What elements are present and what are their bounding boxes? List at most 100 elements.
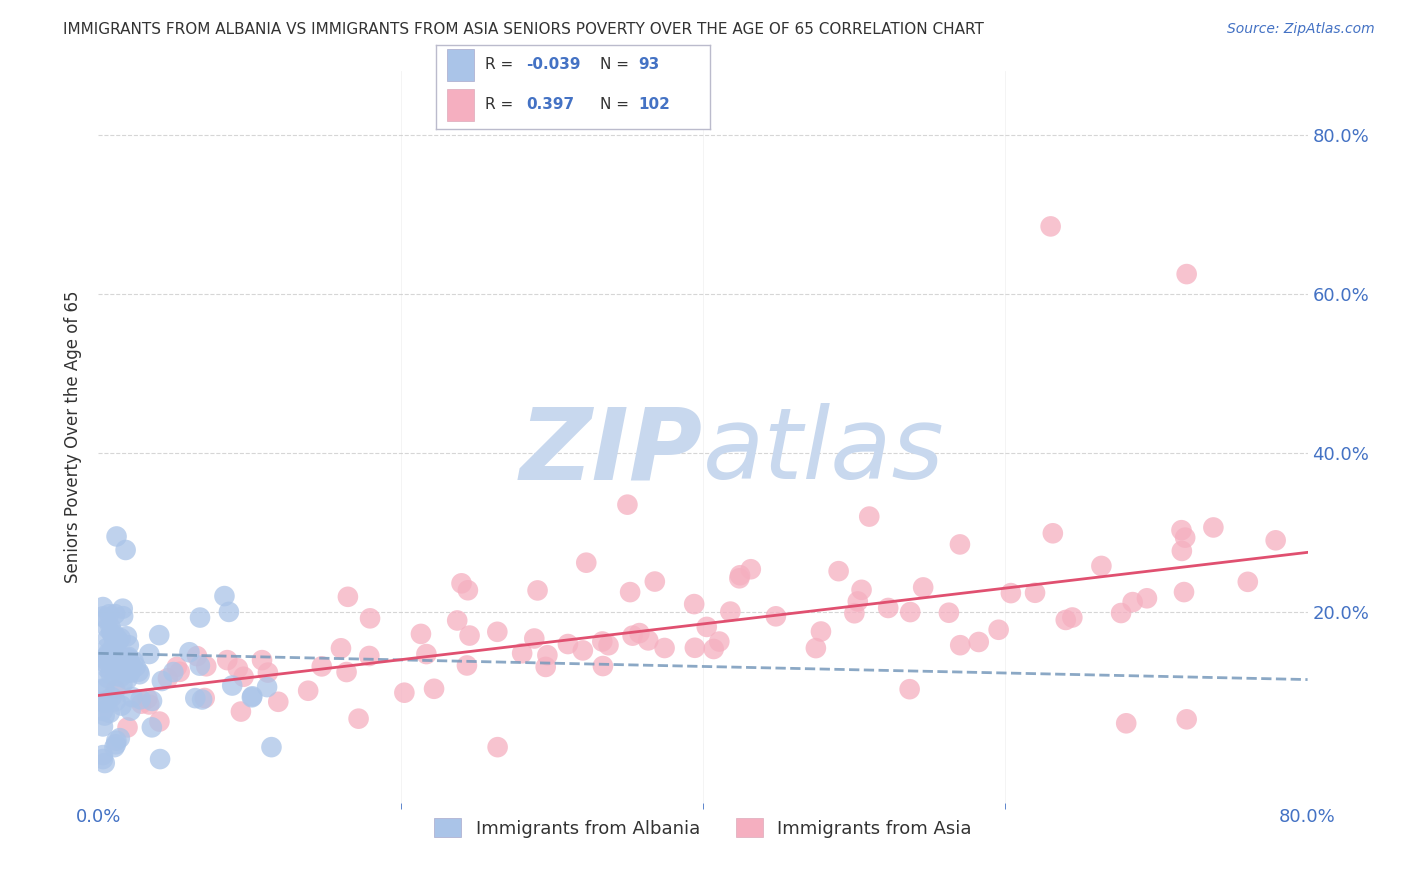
Point <box>260 740 283 755</box>
Text: 0.397: 0.397 <box>526 97 575 112</box>
Point <box>851 582 873 597</box>
Point <box>115 651 138 665</box>
Point <box>1174 531 1197 545</box>
Text: N =: N = <box>600 57 634 72</box>
Point <box>654 640 676 655</box>
Point <box>1024 586 1046 600</box>
Text: atlas: atlas <box>703 403 945 500</box>
Point <box>138 647 160 661</box>
Point <box>91 719 114 733</box>
Point <box>94 612 117 626</box>
Point <box>240 690 263 704</box>
Point <box>104 682 127 697</box>
Point <box>510 646 533 660</box>
Point <box>703 642 725 657</box>
Point <box>136 691 159 706</box>
Point <box>486 624 509 639</box>
Point <box>810 624 832 639</box>
Point <box>1054 613 1077 627</box>
Point <box>898 682 921 697</box>
Point <box>188 658 211 673</box>
Point <box>572 643 595 657</box>
Point <box>115 629 138 643</box>
Point <box>107 660 129 674</box>
Point <box>121 690 143 705</box>
Point <box>120 665 142 680</box>
Point <box>125 660 148 674</box>
Point <box>575 556 598 570</box>
Point <box>240 690 263 705</box>
Point <box>456 658 478 673</box>
Point <box>938 606 960 620</box>
Point <box>1175 712 1198 726</box>
Point <box>232 670 254 684</box>
Point <box>101 629 124 643</box>
Point <box>110 698 132 713</box>
Point <box>93 682 115 697</box>
Text: N =: N = <box>600 97 634 112</box>
Point <box>195 659 218 673</box>
Point <box>96 640 118 655</box>
Point <box>117 673 139 687</box>
Point <box>104 669 127 683</box>
Point <box>138 698 160 712</box>
Point <box>104 657 127 671</box>
Point <box>166 660 188 674</box>
Point <box>118 664 141 678</box>
Point <box>949 638 972 652</box>
Point <box>141 720 163 734</box>
Point <box>1173 585 1195 599</box>
Point <box>534 660 557 674</box>
Point <box>250 653 273 667</box>
Point <box>446 614 468 628</box>
Point <box>96 671 118 685</box>
Point <box>184 691 207 706</box>
Point <box>105 733 128 747</box>
Point <box>683 597 706 611</box>
Text: ZIP: ZIP <box>520 403 703 500</box>
Text: 93: 93 <box>638 57 659 72</box>
Point <box>637 633 659 648</box>
Point <box>118 638 141 652</box>
Point <box>877 601 900 615</box>
Point <box>257 665 280 680</box>
Point <box>94 696 117 710</box>
Point <box>827 564 849 578</box>
Point <box>111 677 134 691</box>
Point <box>91 609 114 624</box>
Point <box>117 720 139 734</box>
Point <box>1090 558 1112 573</box>
Point <box>1175 267 1198 281</box>
Text: R =: R = <box>485 97 519 112</box>
Point <box>96 621 118 635</box>
Point <box>217 653 239 667</box>
Point <box>526 583 548 598</box>
Point <box>846 594 869 608</box>
Point <box>93 756 115 770</box>
Point <box>450 576 472 591</box>
Point <box>93 708 115 723</box>
Point <box>149 752 172 766</box>
Text: Source: ZipAtlas.com: Source: ZipAtlas.com <box>1227 22 1375 37</box>
Point <box>297 683 319 698</box>
Point <box>728 571 751 585</box>
Point <box>107 662 129 676</box>
Point <box>1122 595 1144 609</box>
Point <box>214 589 236 603</box>
Point <box>98 607 121 622</box>
Point <box>536 648 558 663</box>
Text: R =: R = <box>485 57 519 72</box>
Point <box>415 647 437 661</box>
Point <box>107 632 129 647</box>
Point <box>128 665 150 679</box>
Point <box>591 634 613 648</box>
Point <box>457 583 479 598</box>
Point <box>912 581 935 595</box>
Point <box>1171 544 1194 558</box>
Point <box>131 697 153 711</box>
Point <box>103 627 125 641</box>
Point <box>804 641 827 656</box>
Point <box>523 632 546 646</box>
Point <box>256 680 278 694</box>
Legend: Immigrants from Albania, Immigrants from Asia: Immigrants from Albania, Immigrants from… <box>427 811 979 845</box>
